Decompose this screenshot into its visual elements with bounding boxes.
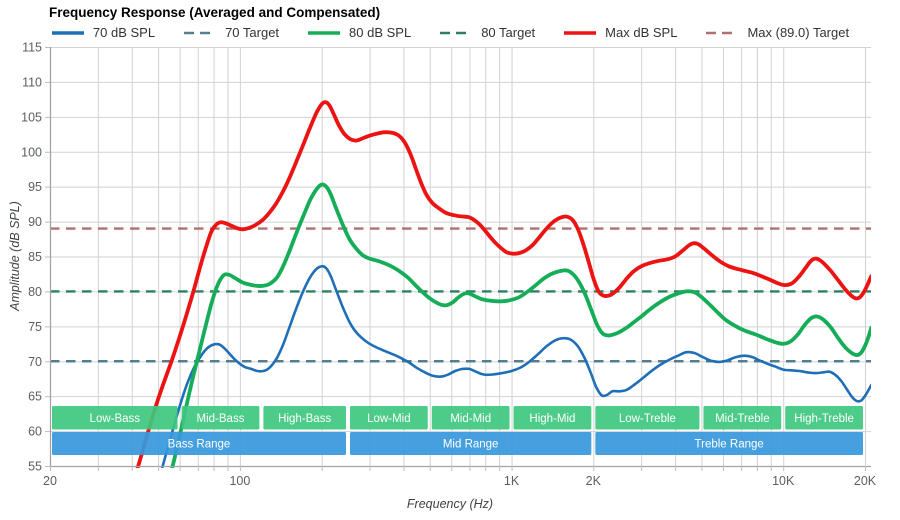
legend-label: 80 dB SPL <box>349 25 412 40</box>
legend-item-80-db-spl: 80 dB SPL <box>307 25 411 40</box>
band-low-treble <box>595 406 700 430</box>
y-tick-label: 80 <box>28 285 42 299</box>
chart-legend: 70 dB SPL 70 Target 80 dB SPL 80 Target Max … <box>0 25 900 40</box>
band-low-mid <box>349 406 428 430</box>
band-label: Low-Bass <box>90 413 141 425</box>
band-label: Low-Mid <box>367 413 410 425</box>
axes <box>45 47 871 471</box>
page-title: Frequency Response (Averaged and Compens… <box>49 5 381 20</box>
y-tick-label: 95 <box>28 180 42 194</box>
y-tick-label: 75 <box>28 320 42 334</box>
x-tick-label: 20 <box>43 474 57 488</box>
band-label: Mid-Treble <box>715 413 770 425</box>
y-tick-label: 60 <box>28 425 42 439</box>
band-label: High-Mid <box>529 413 575 425</box>
band-mid-mid <box>431 406 510 430</box>
y-tick-label: 105 <box>21 110 42 124</box>
band-label: Mid-Mid <box>450 413 491 425</box>
band-treble-range <box>595 432 863 455</box>
band-label: Bass Range <box>168 439 231 451</box>
legend-swatch-max-89-0-target <box>706 31 739 34</box>
band-bass-range <box>52 432 346 455</box>
y-axis-title: Amplitude (dB SPL) <box>8 201 22 311</box>
x-tick-label: 20K <box>854 474 877 488</box>
curve-70-db-spl <box>160 264 871 468</box>
legend-item-70-target: 70 Target <box>183 25 279 40</box>
legend-label: 70 dB SPL <box>92 25 156 40</box>
x-tick-label: 2K <box>586 474 602 488</box>
legend-label: 80 Target <box>481 25 536 40</box>
band-label: Low-Treble <box>619 413 676 425</box>
y-tick-label: 65 <box>28 390 42 404</box>
band-label: Mid-Bass <box>197 413 245 425</box>
band-low-bass <box>52 406 178 430</box>
y-tick-label: 90 <box>28 215 42 229</box>
legend-swatch-70-db-spl <box>51 30 84 35</box>
y-tick-label: 110 <box>22 75 42 89</box>
x-tick-label: 1K <box>504 474 520 488</box>
legend-swatch-70-target <box>184 31 217 34</box>
legend-item-80-target: 80 Target <box>439 25 535 40</box>
curve-max-db-spl <box>135 100 871 468</box>
legend-item-max-db-spl: Max dB SPL <box>563 25 677 40</box>
y-tick-label: 100 <box>21 145 42 159</box>
y-tick-label: 55 <box>28 460 42 474</box>
legend-swatch-max-db-spl <box>564 30 597 35</box>
legend-label: Max dB SPL <box>605 25 678 40</box>
y-tick-label: 85 <box>28 250 42 264</box>
band-label: High-Treble <box>794 413 854 425</box>
band-mid-treble <box>703 406 782 430</box>
frequency-bands: Low-Bass Mid-Bass High-Bass Low-Mid Mid-Mid H… <box>52 406 863 455</box>
legend-label: Max (89.0) Target <box>747 25 850 40</box>
band-high-bass <box>263 406 346 430</box>
legend-item-70-db-spl: 70 dB SPL <box>51 25 155 40</box>
band-high-mid <box>513 406 592 430</box>
y-tick-label: 115 <box>22 41 42 55</box>
gridlines <box>50 47 871 467</box>
legend-label: 70 Target <box>225 25 280 40</box>
x-axis-title: Frequency (Hz) <box>406 497 494 511</box>
band-label: Treble Range <box>695 439 764 451</box>
legend-item-max-89-0-target: Max (89.0) Target <box>705 25 849 40</box>
band-label: High-Bass <box>278 413 331 425</box>
y-tick-label: 70 <box>28 355 42 369</box>
band-label: Mid Range <box>443 439 499 451</box>
curve-80-db-spl <box>170 182 871 468</box>
band-mid-bass <box>181 406 260 430</box>
tick-labels: 55 60 65 70 75 80 85 90 95 100 105 110 115 20 100 1K 2K 1… <box>21 41 877 489</box>
legend-swatch-80-target <box>440 31 473 34</box>
band-mid-range <box>349 432 592 455</box>
x-tick-label: 10K <box>772 474 795 488</box>
band-high-treble <box>785 406 863 430</box>
x-tick-label: 100 <box>229 474 250 488</box>
legend-swatch-80-db-spl <box>308 30 341 35</box>
